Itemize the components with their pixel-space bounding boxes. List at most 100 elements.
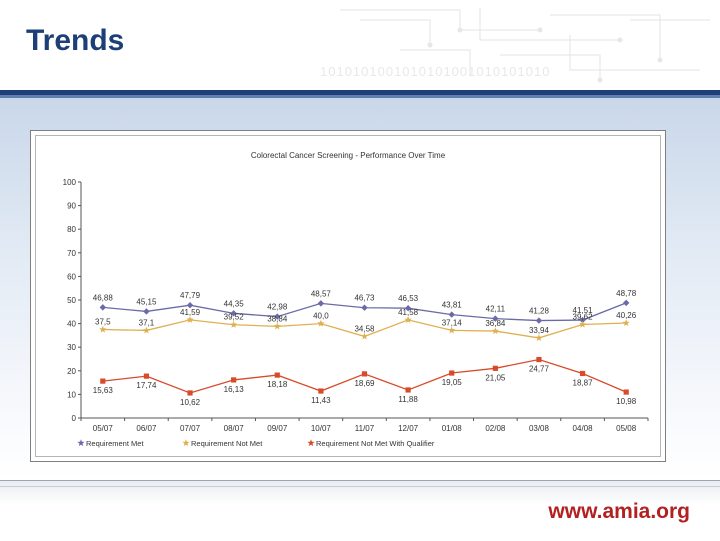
data-point (186, 316, 194, 323)
chart-inner-border: Colorectal Cancer Screening - Performanc… (35, 135, 661, 457)
data-label: 40,0 (313, 312, 329, 321)
data-label: 19,05 (442, 378, 463, 387)
data-point (449, 370, 455, 376)
data-label: 37,14 (442, 318, 463, 327)
data-point (231, 377, 237, 383)
y-tick-label: 70 (67, 249, 76, 258)
y-tick-label: 100 (63, 178, 77, 187)
x-tick-label: 05/08 (616, 424, 637, 433)
data-point (230, 320, 238, 328)
data-point (99, 325, 107, 333)
data-point (491, 327, 499, 335)
data-point (623, 389, 629, 395)
x-tick-label: 05/07 (93, 424, 114, 433)
data-label: 10,62 (180, 398, 201, 407)
data-label: 42,98 (267, 303, 288, 312)
footer-url: www.amia.org (548, 500, 690, 523)
data-point (186, 302, 194, 309)
data-label: 15,63 (93, 386, 114, 395)
chart-axes: 0 10 20 30 40 50 60 70 80 90 100 05/07 06/07 07/07 08/… (63, 178, 649, 433)
data-point (99, 304, 107, 311)
data-label: 48,57 (311, 289, 332, 298)
data-label: 11,88 (398, 395, 418, 404)
data-point (535, 334, 543, 341)
data-point (492, 365, 498, 371)
data-label: 18,18 (267, 380, 288, 389)
data-label: 37,5 (95, 318, 111, 327)
data-point (142, 326, 151, 334)
data-label: 38,84 (267, 314, 288, 323)
x-tick-label: 09/07 (267, 424, 288, 433)
data-point (404, 304, 412, 312)
legend-marker (182, 439, 190, 447)
y-tick-label: 40 (67, 320, 76, 329)
y-tick-label: 90 (67, 202, 76, 211)
y-tick-label: 50 (67, 296, 76, 305)
data-point (187, 390, 193, 396)
data-point (492, 315, 499, 322)
data-label: 33,94 (529, 326, 550, 335)
data-label: 41,59 (180, 308, 201, 317)
legend-item: Requirement Met (77, 439, 144, 448)
data-point (535, 317, 543, 324)
x-tick-label: 02/08 (485, 424, 506, 433)
y-tick-label: 80 (67, 225, 76, 234)
data-label: 47,79 (180, 291, 201, 300)
circuit-decoration: 1010101001010101001010101010 (320, 8, 710, 83)
data-point (230, 310, 237, 317)
data-label: 17,74 (136, 381, 157, 390)
data-label: 10,98 (616, 397, 637, 406)
data-point (361, 371, 368, 377)
x-tick-label: 08/07 (224, 424, 245, 433)
data-label: 16,13 (224, 385, 245, 394)
data-point (318, 388, 324, 394)
data-label: 21,05 (485, 373, 506, 382)
legend-item: Requirement Not Met With Qualifier (307, 439, 435, 448)
data-label: 48,78 (616, 289, 637, 298)
legend-label: Requirement Met (86, 439, 144, 448)
data-label: 46,73 (354, 294, 375, 303)
y-tick-label: 60 (67, 272, 76, 281)
data-point (361, 304, 368, 311)
data-label: 34,58 (354, 324, 375, 333)
series-2: 37,5 37,1 41,59 39,52 38,84 40,0 34,58 41,58 37,… (95, 308, 637, 341)
x-tick-label: 11/07 (355, 424, 375, 433)
svg-text:1010101001010101001010101010: 1010101001010101001010101010 (320, 64, 550, 79)
data-label: 44,35 (224, 299, 245, 308)
data-point (273, 322, 281, 330)
data-point (622, 319, 630, 327)
y-tick-label: 20 (67, 367, 76, 376)
chart-frame: Colorectal Cancer Screening - Performanc… (30, 130, 666, 462)
data-label: 11,43 (311, 396, 331, 405)
slide-footer (0, 480, 720, 541)
data-label: 46,88 (93, 293, 114, 302)
header-band-accent (0, 95, 720, 98)
data-label: 36,84 (485, 319, 506, 328)
x-tick-label: 10/07 (311, 424, 332, 433)
legend-marker (307, 439, 315, 447)
data-label: 18,87 (573, 378, 594, 387)
data-label: 40,26 (616, 311, 637, 320)
data-point (579, 370, 586, 377)
data-label: 42,11 (486, 305, 506, 314)
data-label: 45,15 (136, 297, 157, 306)
legend-marker (77, 439, 85, 447)
data-label: 46,53 (398, 294, 419, 303)
x-tick-label: 03/08 (529, 424, 550, 433)
legend-item: Requirement Not Met (182, 439, 263, 448)
x-tick-label: 01/08 (442, 424, 463, 433)
y-tick-label: 0 (72, 414, 77, 423)
footer-divider (0, 486, 720, 487)
series-layer: 46,88 45,15 47,79 44,35 42,98 48,57 46,73 46,53… (93, 289, 637, 407)
data-point (360, 332, 369, 340)
data-point (143, 373, 150, 379)
data-point (448, 311, 455, 318)
series-3: 15,63 17,74 10,62 16,13 18,18 11,43 18,69 11,88… (93, 356, 637, 407)
data-point (579, 316, 586, 324)
x-tick-label: 12/07 (398, 424, 419, 433)
data-label: 41,51 (573, 306, 594, 315)
data-point (317, 300, 325, 307)
series-1: 46,88 45,15 47,79 44,35 42,98 48,57 46,73 46,53… (93, 289, 637, 324)
data-label: 18,69 (354, 379, 375, 388)
chart-legend: Requirement Met Requirement Not Met Requir… (77, 439, 435, 448)
